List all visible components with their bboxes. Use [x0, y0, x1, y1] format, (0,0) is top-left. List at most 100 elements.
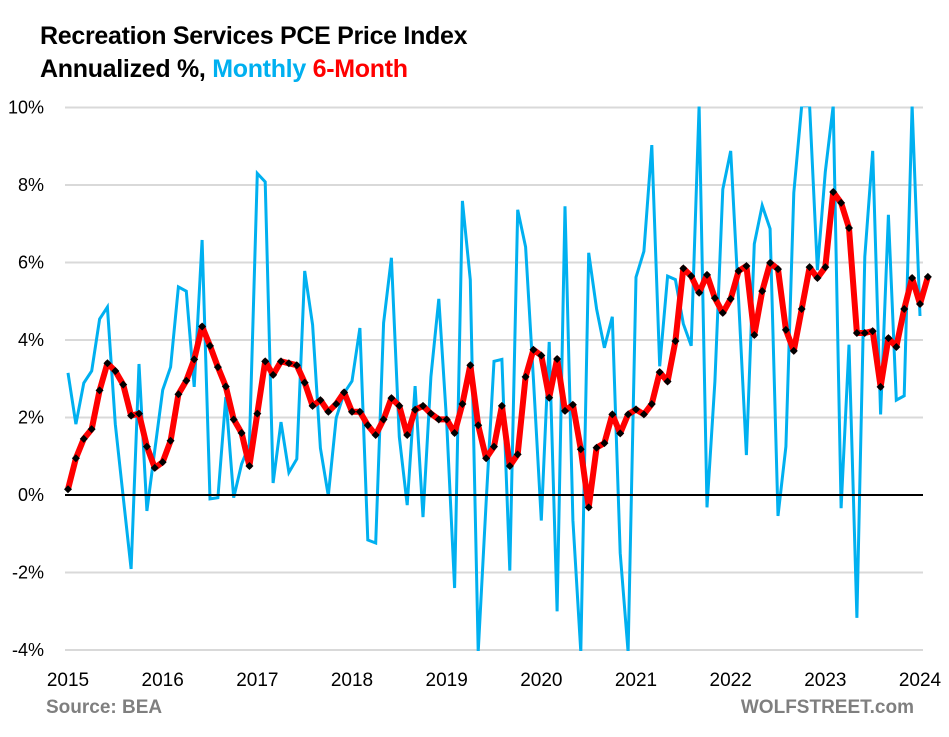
six-month-point [213, 363, 222, 372]
six-month-point [584, 503, 593, 512]
six-month-point [316, 396, 325, 405]
six-month-point [308, 401, 317, 410]
six-month-point [245, 461, 254, 470]
six-month-point [884, 334, 893, 343]
six-month-point [624, 410, 633, 419]
y-tick-label: 8% [18, 175, 44, 195]
six-month-point [663, 377, 672, 386]
six-month-point [64, 485, 72, 494]
x-tick-label: 2017 [236, 670, 278, 691]
series-six-month-markers [64, 187, 932, 512]
x-tick-label: 2022 [710, 670, 752, 691]
six-month-point [505, 461, 514, 470]
six-month-point [750, 330, 759, 339]
six-month-point [813, 274, 822, 282]
six-month-point [789, 346, 798, 355]
six-month-point [592, 443, 601, 452]
monthly-line [66, 106, 922, 651]
six-month-point [868, 327, 877, 336]
six-month-point [269, 370, 278, 379]
x-tick-label: 2020 [520, 670, 562, 691]
six-month-point [442, 415, 451, 424]
six-month-point [766, 258, 775, 267]
six-month-point [860, 329, 869, 338]
six-month-point [687, 272, 696, 281]
y-tick-label: 0% [18, 485, 44, 505]
six-month-point [647, 399, 656, 408]
six-month-point [671, 337, 680, 346]
series-monthly [66, 106, 922, 651]
six-month-point [87, 425, 96, 434]
x-tick-label: 2016 [142, 670, 184, 691]
six-month-point [284, 359, 293, 368]
six-month-point [600, 439, 609, 448]
six-month-point [679, 264, 688, 273]
chart-title: Recreation Services PCE Price Index [40, 22, 468, 50]
six-month-point [379, 415, 388, 424]
six-month-point [553, 354, 562, 363]
six-month-point [387, 394, 396, 403]
six-month-point [568, 400, 577, 409]
brand-label: WOLFSTREET.com [740, 697, 914, 718]
six-month-point [182, 376, 191, 385]
six-month-point [458, 399, 467, 408]
source-label: Source: BEA [46, 697, 163, 718]
six-month-point [166, 436, 175, 445]
six-month-point [135, 409, 143, 418]
six-month-point [340, 388, 349, 397]
six-month-point [419, 401, 427, 410]
six-month-point [892, 342, 901, 351]
six-month-point [261, 357, 270, 366]
six-month-point [718, 308, 727, 317]
x-tick-label: 2024 [899, 670, 942, 691]
six-month-point [411, 405, 420, 414]
six-month-point [103, 359, 112, 368]
six-month-point [805, 263, 814, 272]
six-month-point [742, 261, 751, 270]
x-tick-label: 2021 [615, 670, 657, 691]
six-month-point [797, 305, 806, 313]
six-month-point [726, 294, 735, 303]
y-axis-ticks: 10% 8% 6% 4% 2% 0% -2% -4% [8, 98, 44, 661]
six-month-point [363, 421, 372, 430]
six-month-point [332, 399, 341, 408]
six-month-point [695, 288, 704, 297]
six-month-point [79, 434, 88, 443]
legend-six-month: 6-Month [312, 55, 408, 83]
six-month-point [758, 287, 767, 296]
x-tick-label: 2023 [804, 670, 846, 691]
six-month-point [221, 382, 230, 391]
six-month-point [324, 407, 333, 416]
legend-monthly: Monthly [212, 55, 306, 83]
six-month-point [632, 405, 640, 414]
six-month-point [474, 421, 483, 430]
x-axis-ticks: 2015 2016 2017 2018 2019 2020 2021 2022 2023 2024 [47, 670, 942, 691]
six-month-point [426, 409, 435, 418]
six-month-point [908, 274, 917, 282]
six-month-point [837, 198, 846, 207]
six-month-point [119, 380, 128, 389]
six-month-point [923, 272, 932, 281]
six-month-point [774, 265, 782, 274]
six-month-point [576, 445, 585, 454]
six-month-point [545, 393, 554, 402]
six-month-point [781, 325, 790, 334]
six-month-point [395, 401, 404, 410]
y-tick-label: 4% [18, 330, 44, 350]
six-month-point [150, 463, 159, 472]
six-month-point [277, 357, 285, 366]
six-month-point [71, 454, 80, 463]
six-month-point [529, 345, 538, 354]
six-month-point [821, 263, 830, 272]
six-month-point [300, 378, 309, 387]
six-month-point [616, 429, 625, 438]
six-month-point [845, 224, 853, 233]
six-month-point [537, 351, 546, 360]
six-month-point [190, 355, 199, 364]
six-month-point [916, 299, 924, 308]
six-month-point [142, 442, 151, 451]
six-month-point [639, 410, 648, 419]
gridlines [65, 106, 923, 651]
six-month-point [292, 361, 301, 370]
six-month-point [206, 341, 214, 350]
